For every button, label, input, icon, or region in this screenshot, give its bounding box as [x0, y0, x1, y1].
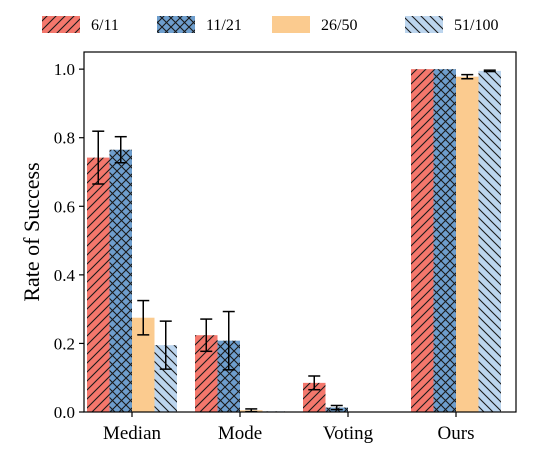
x-tick-label-voting: Voting	[323, 423, 374, 444]
error-bar-median-51-100	[159, 320, 172, 370]
bar-median-11-21	[109, 149, 132, 412]
error-bar-mode-6-11	[200, 318, 213, 353]
legend-swatch	[405, 16, 443, 33]
legend-label: 11/21	[206, 17, 242, 34]
error-bar-median-6-11	[92, 130, 105, 185]
y-tick-label: 0.4	[54, 266, 76, 285]
y-tick-label: 0.6	[54, 197, 75, 216]
error-bar-mode-11-21	[222, 310, 235, 371]
legend-item-11-21: 11/21	[157, 16, 242, 34]
bar-ours-26-50	[456, 76, 479, 412]
y-axis-label: Rate of Success	[19, 162, 44, 301]
legend-item-51-100: 51/100	[405, 16, 498, 34]
bar-mode-6-11	[195, 335, 218, 412]
x-tick-label-median: Median	[103, 423, 162, 444]
error-bar-ours-51-100	[483, 69, 496, 73]
legend-item-26-50: 26/50	[272, 16, 357, 34]
y-tick-label: 1.0	[54, 60, 75, 79]
bar-ours-11-21	[433, 69, 456, 413]
legend: 6/11 11/21 26/50 51/100	[42, 16, 498, 34]
plot-frame	[83, 51, 517, 413]
y-tick-label: 0.8	[54, 129, 75, 148]
y-tick-label: 0.0	[54, 403, 75, 422]
x-tick-label-ours: Ours	[438, 423, 475, 444]
x-axis: Median Mode Voting Ours	[103, 412, 475, 444]
legend-swatch	[157, 16, 195, 33]
legend-label: 6/11	[91, 17, 119, 34]
bars	[87, 69, 501, 413]
error-bar-median-11-21	[114, 135, 127, 164]
bar-ours-51-100	[478, 70, 501, 412]
legend-label: 26/50	[321, 17, 357, 34]
error-bar-voting-11-21	[330, 404, 343, 411]
bar-ours-6-11	[411, 69, 434, 413]
error-bar-median-26-50	[137, 299, 150, 336]
y-tick-label: 0.2	[54, 334, 75, 353]
bar-median-6-11	[87, 157, 110, 412]
error-bar-voting-6-11	[308, 375, 321, 391]
x-tick-label-mode: Mode	[218, 423, 262, 444]
bar-median-51-100	[154, 345, 177, 412]
bar-median-26-50	[132, 317, 155, 412]
legend-swatch	[42, 16, 80, 33]
legend-swatch	[272, 16, 310, 33]
y-axis: 0.0 0.2 0.4 0.6 0.8 1.0	[54, 60, 84, 422]
legend-label: 51/100	[454, 17, 498, 34]
legend-item-6-11: 6/11	[42, 16, 119, 34]
bar-mode-11-21	[217, 340, 240, 412]
error-bars	[92, 69, 496, 413]
error-bar-ours-26-50	[461, 73, 474, 80]
